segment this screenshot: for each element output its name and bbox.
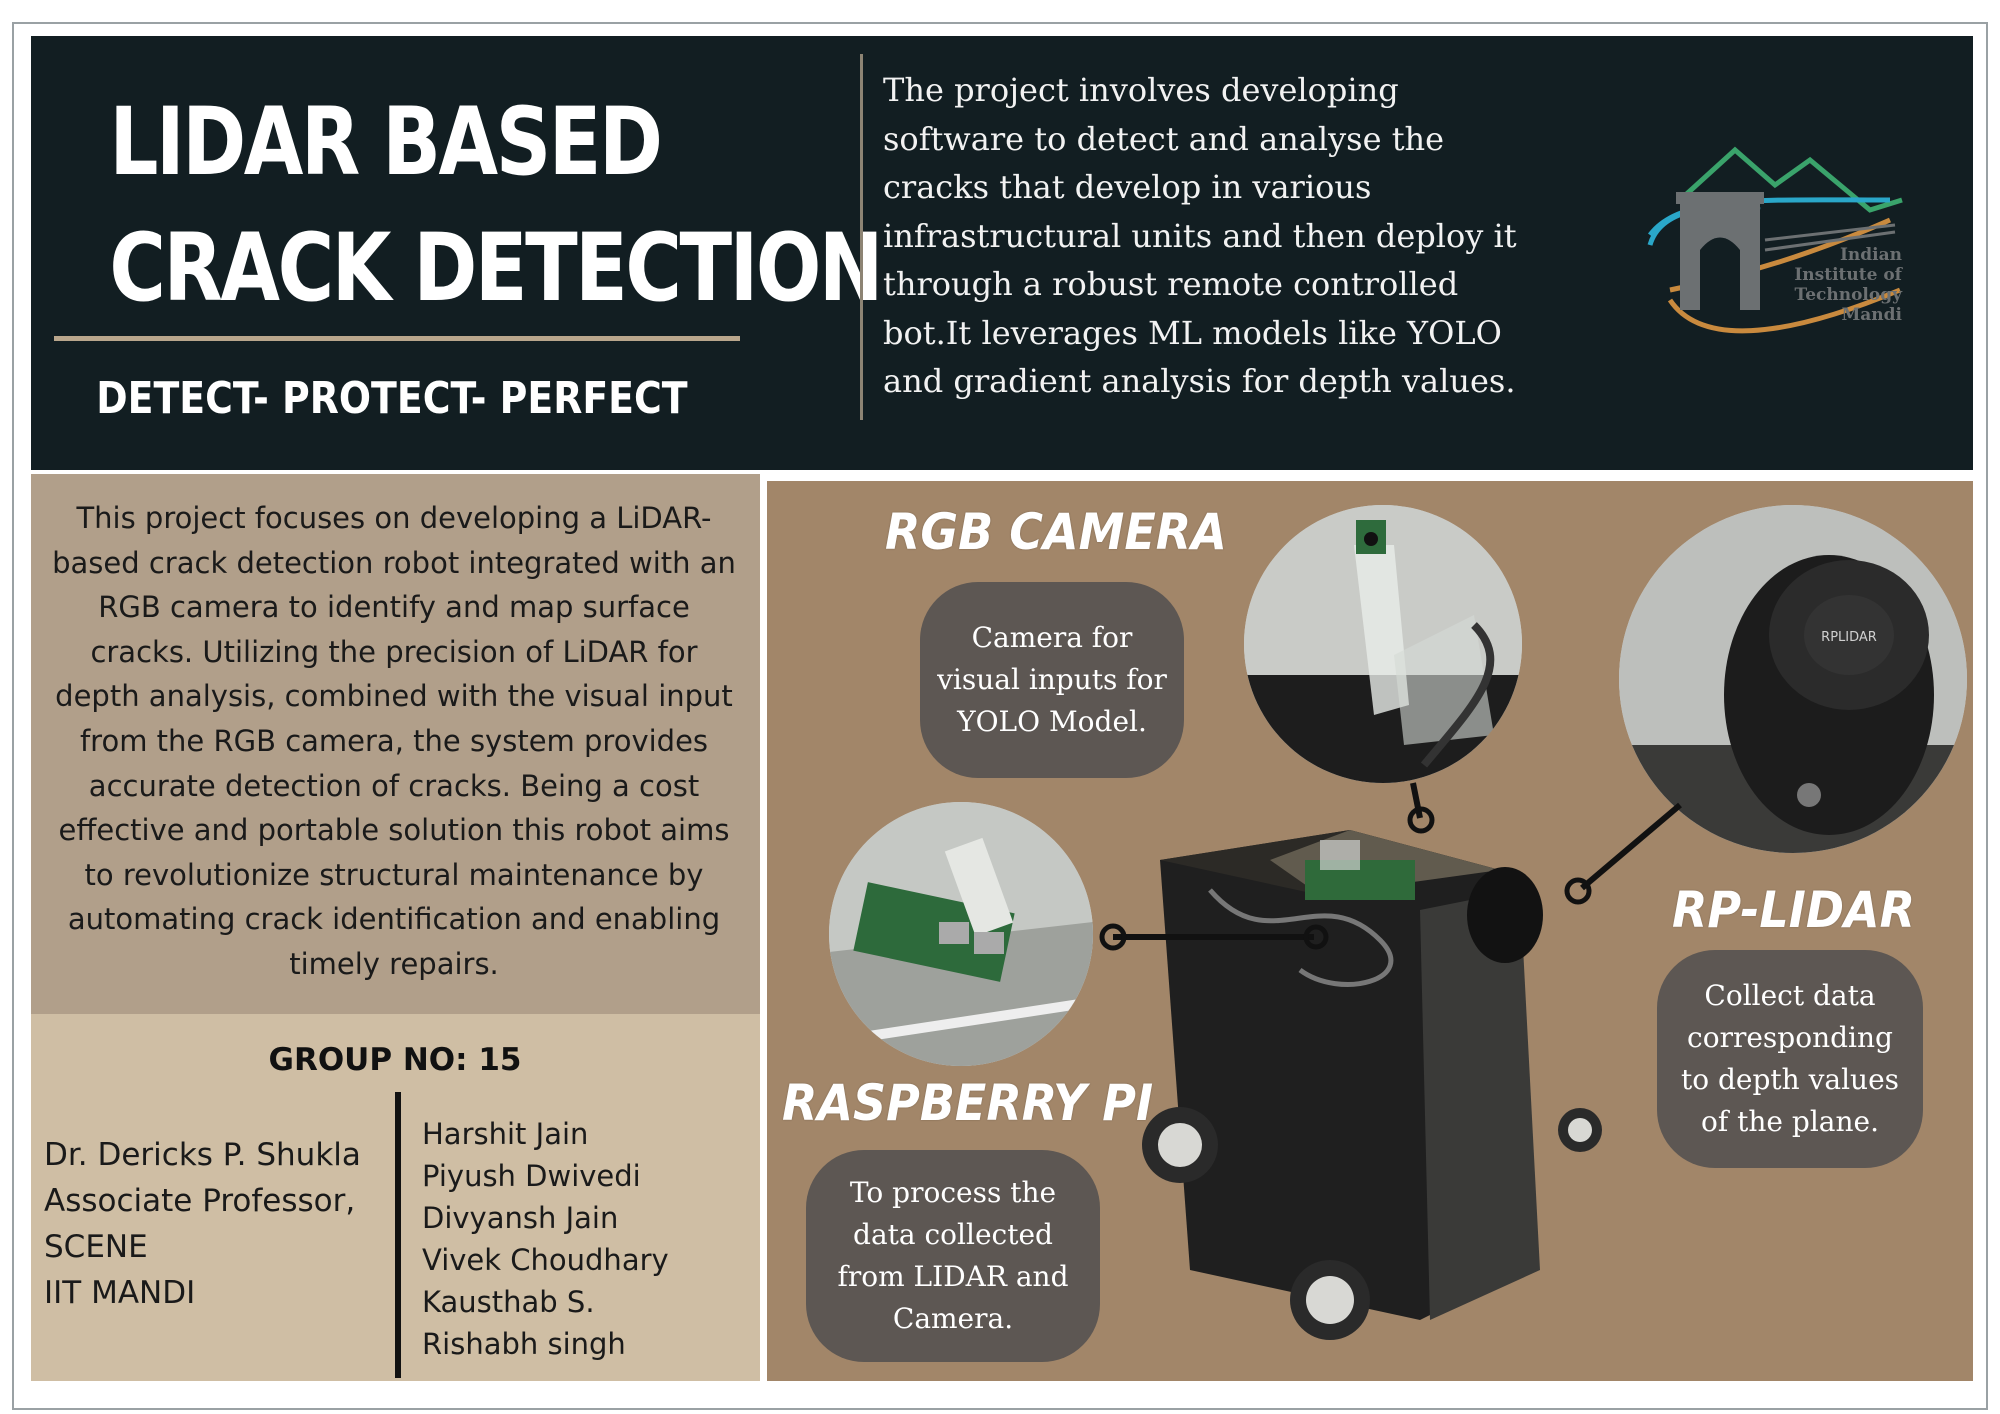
tagline: DETECT- PROTECT- PERFECT: [96, 373, 688, 424]
member-name: Kausthab S.: [422, 1285, 595, 1319]
rgb-camera-description: Camera for visual inputs for YOLO Model.: [920, 582, 1184, 778]
logo-text-3: Technology: [1795, 285, 1904, 305]
title-underline: [54, 336, 740, 341]
team-divider: [395, 1092, 401, 1378]
header-banner: [31, 36, 1973, 470]
group-number: GROUP NO: 15: [268, 1042, 522, 1078]
lidar-marking: RPLIDAR: [1821, 630, 1877, 645]
title-line-2: CRACK DETECTION: [109, 214, 883, 323]
header-divider: [860, 54, 863, 420]
title-line-1: LIDAR BASED: [109, 88, 663, 197]
project-description: The project involves developing software…: [883, 71, 1517, 400]
member-name: Piyush Dwivedi: [422, 1159, 641, 1193]
project-summary: This project focuses on developing a LiD…: [52, 501, 736, 981]
logo-text-2: Institute of: [1794, 265, 1903, 285]
member-name: Divyansh Jain: [422, 1201, 619, 1235]
lidar-closeup-photo: RPLIDAR: [1619, 505, 1967, 853]
supervisor-institute: IIT MANDI: [44, 1275, 196, 1311]
rp-lidar-label: RP-LIDAR: [1672, 881, 1916, 939]
logo-text-4: Mandi: [1841, 305, 1902, 325]
raspberry-pi-description: To process the data collected from LIDAR…: [806, 1150, 1100, 1362]
raspberry-pi-closeup-photo: [829, 802, 1093, 1066]
poster-title: LIDAR BASED CRACK DETECTION: [109, 80, 883, 332]
member-name: Rishabh singh: [422, 1327, 626, 1361]
member-name: Harshit Jain: [422, 1117, 589, 1151]
rgb-camera-label: RGB CAMERA: [885, 503, 1227, 561]
raspberry-pi-label: RASPBERRY PI: [782, 1074, 1154, 1132]
supervisor-title: Associate Professor,: [44, 1183, 356, 1219]
robot-image: [1142, 830, 1602, 1340]
logo-text-1: Indian: [1840, 245, 1902, 265]
summary-panel: [31, 474, 760, 1014]
iit-mandi-logo: Indian Institute of Technology Mandi: [1647, 146, 1904, 334]
supervisor-department: SCENE: [44, 1229, 148, 1265]
supervisor-name: Dr. Dericks P. Shukla: [44, 1137, 361, 1173]
member-name: Vivek Choudhary: [422, 1243, 669, 1277]
camera-closeup-photo: [1244, 505, 1522, 783]
member-list: Harshit Jain Piyush Dwivedi Divyansh Jai…: [422, 1113, 742, 1365]
supervisor-block: Dr. Dericks P. Shukla Associate Professo…: [44, 1132, 384, 1316]
rp-lidar-description: Collect data corresponding to depth valu…: [1657, 950, 1923, 1168]
